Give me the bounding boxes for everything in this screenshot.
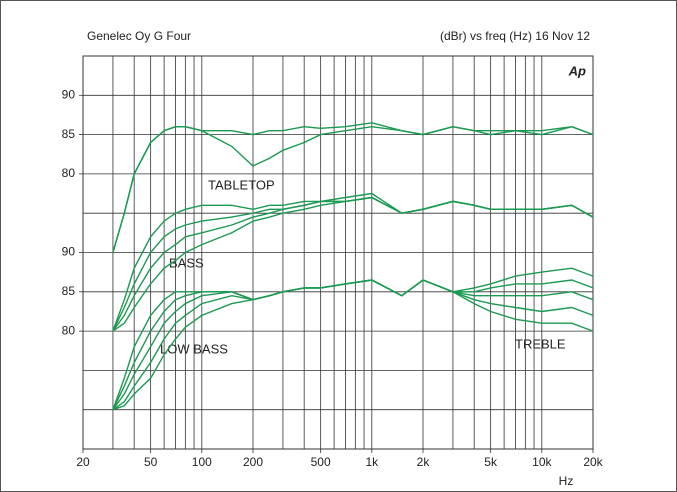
y-tick-label: 80 bbox=[62, 166, 76, 180]
y-tick-label: 90 bbox=[62, 87, 76, 101]
x-tick-label: 20k bbox=[583, 455, 603, 469]
x-tick-label: 500 bbox=[311, 455, 331, 469]
x-tick-label: 2k bbox=[417, 455, 431, 469]
x-tick-label: 50 bbox=[144, 455, 158, 469]
chart-subtitle: (dBr) vs freq (Hz) 16 Nov 12 bbox=[440, 29, 590, 43]
chart-title: Genelec Oy G Four bbox=[87, 29, 191, 43]
annotation: TREBLE bbox=[515, 336, 566, 351]
x-tick-label: 200 bbox=[243, 455, 263, 469]
y-tick-label: 85 bbox=[62, 284, 76, 298]
annotation: TABLETOP bbox=[208, 177, 275, 192]
response-curve bbox=[112, 196, 594, 332]
x-axis-label: Hz bbox=[559, 474, 574, 488]
y-tick-label: 80 bbox=[62, 323, 76, 337]
response-curve bbox=[112, 125, 594, 253]
x-tick-label: 100 bbox=[192, 455, 212, 469]
x-tick-label: 1k bbox=[365, 455, 379, 469]
x-tick-label: 5k bbox=[484, 455, 498, 469]
response-curve bbox=[112, 279, 594, 411]
x-tick-label: 10k bbox=[532, 455, 552, 469]
y-tick-label: 90 bbox=[62, 245, 76, 259]
x-tick-label: 20 bbox=[76, 455, 90, 469]
logo: Ap bbox=[568, 63, 586, 78]
annotation: BASS bbox=[169, 255, 204, 270]
y-tick-label: 85 bbox=[62, 127, 76, 141]
